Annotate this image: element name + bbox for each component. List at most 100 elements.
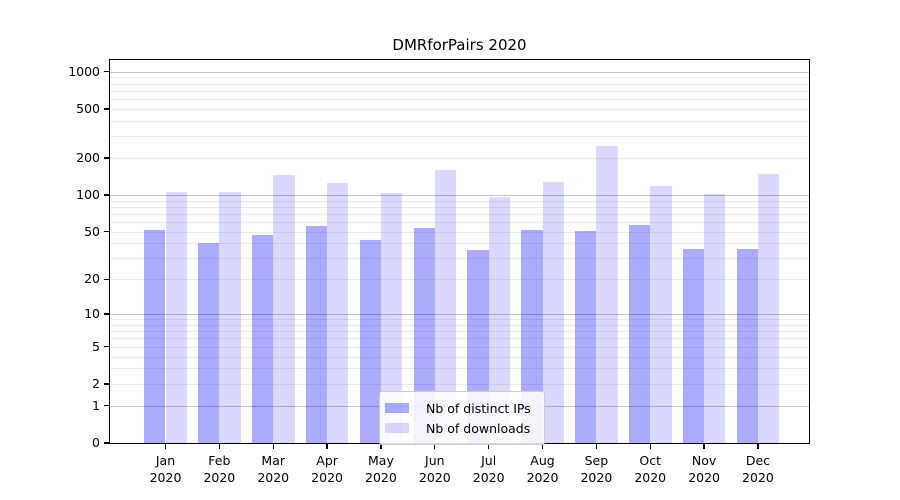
gridline-minor xyxy=(110,346,809,348)
bar-distinct-ips xyxy=(359,239,381,443)
y-tick-label: 1000 xyxy=(68,63,100,79)
gridline-minor xyxy=(110,383,809,385)
y-tick-mark xyxy=(104,194,110,196)
legend-entry: Nb of downloads xyxy=(385,418,536,438)
bar-distinct-ips xyxy=(251,234,274,443)
gridline-minor xyxy=(110,356,809,358)
gridline-minor xyxy=(110,324,809,326)
y-tick-label: 5 xyxy=(92,338,100,354)
bar-downloads xyxy=(757,174,780,443)
legend-swatch-distinct-ips xyxy=(385,403,409,413)
bar-distinct-ips xyxy=(521,229,543,443)
y-tick-mark xyxy=(104,157,110,159)
y-tick-label: 10 xyxy=(84,306,100,322)
x-tick-label: Apr 2020 xyxy=(311,453,343,485)
y-tick-label: 100 xyxy=(76,186,100,202)
gridline-minor xyxy=(110,120,809,122)
gridline-minor xyxy=(110,319,809,321)
bar-downloads xyxy=(434,169,457,443)
bar-downloads xyxy=(165,192,187,443)
bar-downloads xyxy=(542,182,564,443)
bar-distinct-ips xyxy=(305,225,328,443)
x-tick-label: Aug 2020 xyxy=(526,453,559,485)
x-tick-mark xyxy=(757,443,759,449)
gridline-minor xyxy=(110,331,809,333)
bar-downloads xyxy=(380,192,403,443)
gridline-major xyxy=(110,71,809,73)
y-tick-label: 200 xyxy=(76,149,100,165)
gridline-minor xyxy=(110,279,809,281)
x-tick-label: Sep 2020 xyxy=(580,453,613,485)
gridline-minor xyxy=(110,90,809,92)
gridline-minor xyxy=(110,157,809,159)
legend-label-downloads: Nb of downloads xyxy=(426,420,531,436)
x-tick-mark xyxy=(487,443,490,449)
y-axis-spine xyxy=(109,60,111,443)
bar-distinct-ips xyxy=(575,230,597,443)
y-tick-mark xyxy=(104,108,110,110)
legend: Nb of distinct IPs Nb of downloads xyxy=(379,391,545,445)
x-tick-label: Oct 2020 xyxy=(634,453,667,485)
x-tick-label: Nov 2020 xyxy=(688,453,720,485)
y-tick-mark xyxy=(104,278,110,281)
x-tick-label: May 2020 xyxy=(365,453,397,485)
x-tick-mark xyxy=(541,443,544,449)
y-tick-label: 50 xyxy=(84,223,100,239)
bar-distinct-ips xyxy=(144,229,166,443)
gridline-minor xyxy=(110,368,809,370)
gridline-major xyxy=(110,194,809,196)
y-tick-mark xyxy=(104,70,110,73)
bar-downloads xyxy=(650,186,672,443)
x-tick-label: Dec 2020 xyxy=(742,453,774,485)
x-tick-mark xyxy=(649,443,651,449)
x-tick-mark xyxy=(434,443,436,449)
x-tick-mark xyxy=(218,443,221,449)
y-tick-mark xyxy=(104,383,110,385)
plot-area: Nb of distinct IPs Nb of downloads xyxy=(109,59,810,445)
gridline-minor xyxy=(110,200,809,202)
x-tick-mark xyxy=(703,443,705,449)
top-spine xyxy=(109,59,810,61)
legend-entry: Nb of distinct IPs xyxy=(385,398,536,418)
legend-label-distinct-ips: Nb of distinct IPs xyxy=(426,400,531,416)
x-tick-mark xyxy=(272,443,274,449)
y-tick-mark xyxy=(104,442,110,444)
bar-downloads xyxy=(488,197,510,443)
y-tick-mark xyxy=(104,346,110,348)
y-tick-mark xyxy=(104,313,110,315)
bar-downloads xyxy=(596,146,618,443)
bar-distinct-ips xyxy=(198,243,220,443)
bar-downloads xyxy=(327,183,349,443)
gridline-minor xyxy=(110,338,809,340)
y-tick-label: 20 xyxy=(84,271,100,287)
gridline-minor xyxy=(110,83,809,85)
y-tick-mark xyxy=(104,230,110,233)
bar-distinct-ips xyxy=(413,227,435,443)
right-spine xyxy=(808,60,810,443)
x-tick-label: Jun 2020 xyxy=(418,453,451,485)
x-tick-label: Jul 2020 xyxy=(472,453,505,485)
x-tick-mark xyxy=(595,443,598,449)
y-tick-mark xyxy=(104,405,110,407)
bar-distinct-ips xyxy=(736,248,758,443)
gridline-minor xyxy=(110,206,809,208)
gridline-minor xyxy=(110,258,809,260)
bar-distinct-ips xyxy=(682,248,705,443)
bar-downloads xyxy=(219,192,241,443)
gridline-minor xyxy=(110,222,809,224)
gridline-minor xyxy=(110,136,809,138)
y-tick-label: 2 xyxy=(92,375,100,391)
x-tick-mark xyxy=(164,443,167,449)
gridline-minor xyxy=(110,243,809,245)
legend-swatch-downloads xyxy=(385,423,409,433)
gridline-minor xyxy=(110,231,809,233)
x-tick-label: Feb 2020 xyxy=(203,453,236,485)
gridline-major xyxy=(110,314,809,316)
y-tick-label: 1 xyxy=(92,397,100,413)
chart-title: DMRforPairs 2020 xyxy=(392,36,527,54)
bar-distinct-ips xyxy=(628,224,651,443)
y-tick-label: 500 xyxy=(76,100,100,116)
gridline-minor xyxy=(110,108,809,110)
gridline-minor xyxy=(110,213,809,215)
